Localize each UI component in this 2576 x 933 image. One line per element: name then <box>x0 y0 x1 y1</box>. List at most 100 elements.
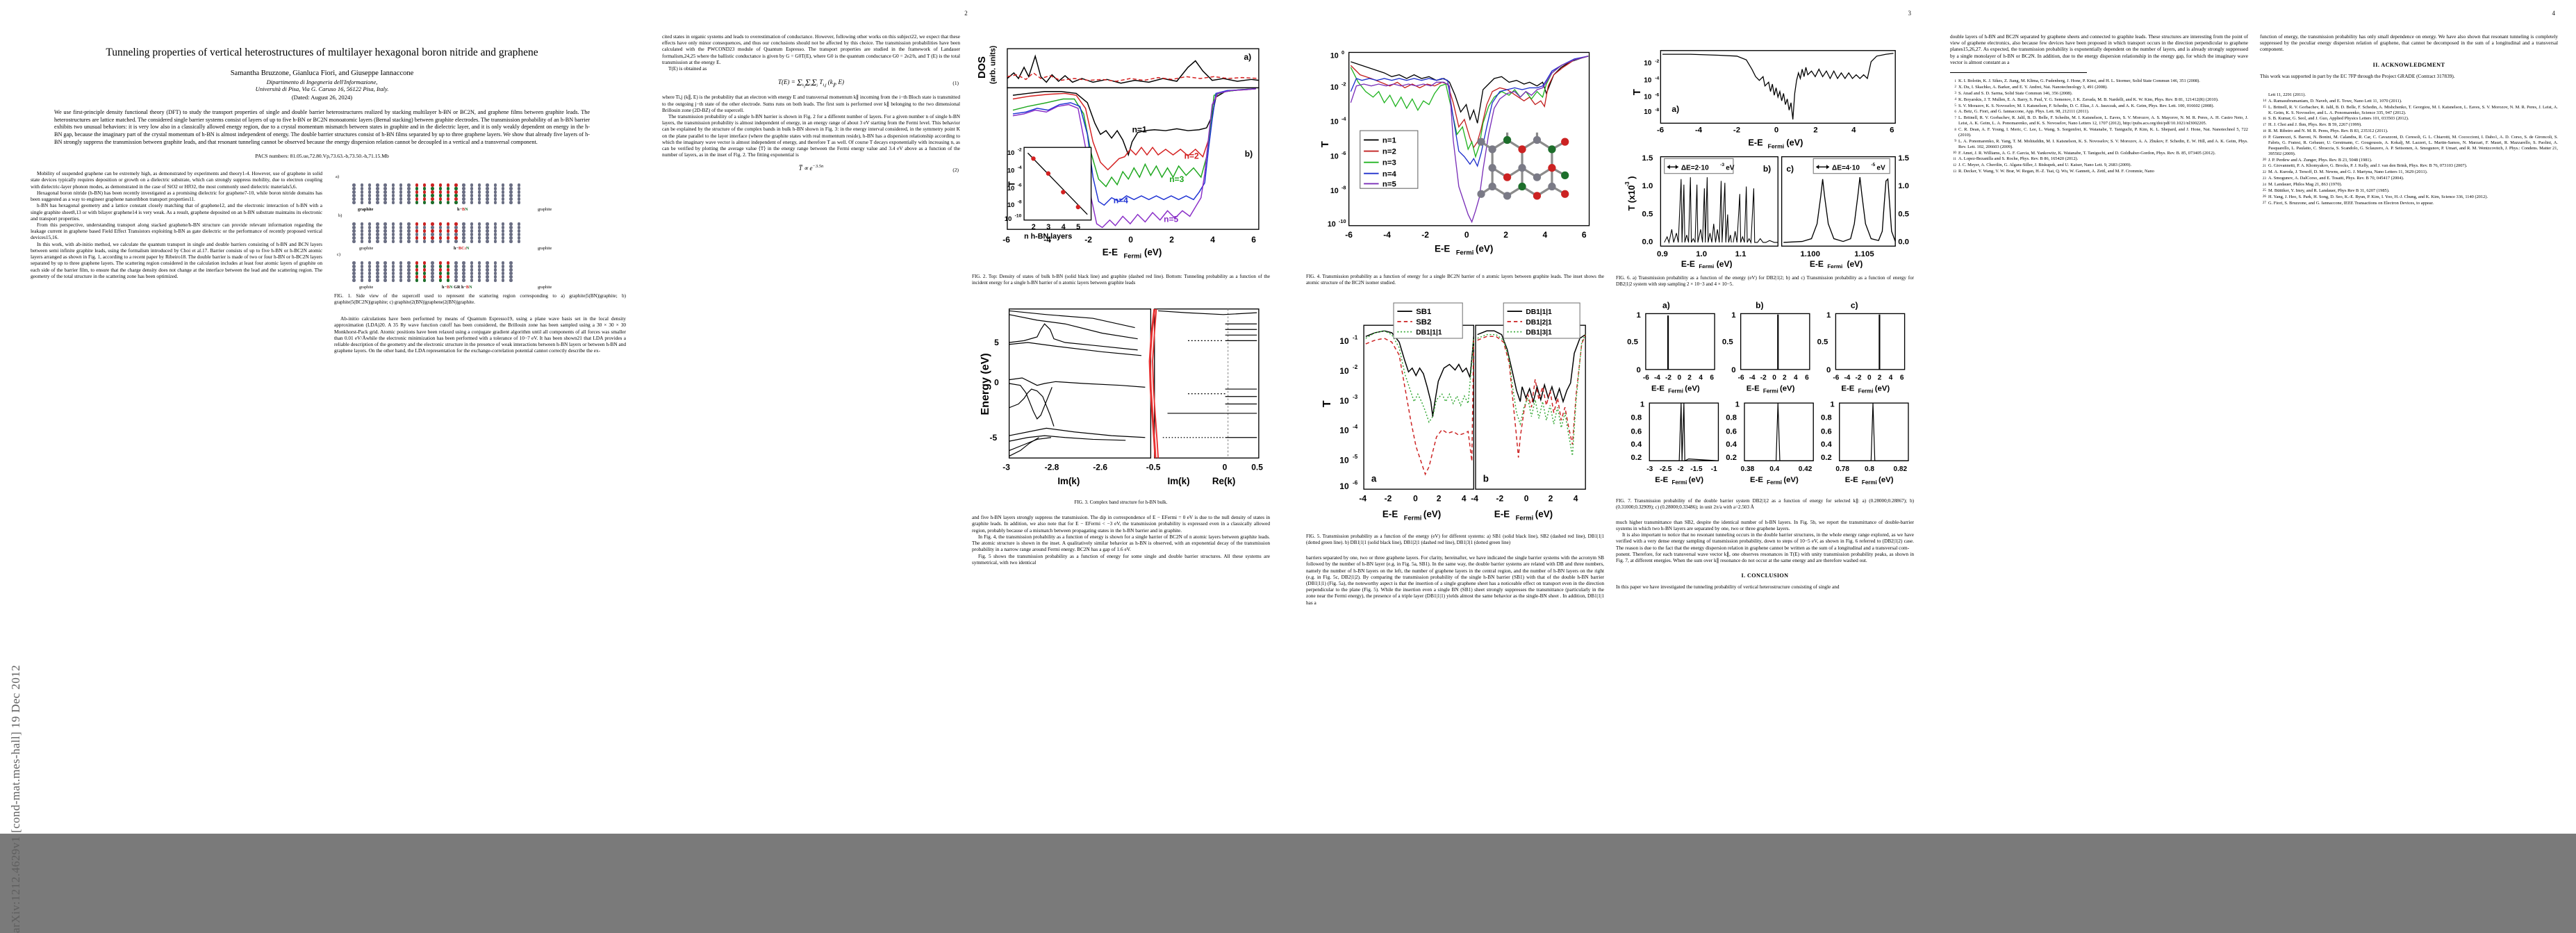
reference-item: 25 M. Büttiker, Y. Imry, and R. Landauer,… <box>2260 188 2558 194</box>
atom-gr <box>376 233 379 236</box>
page-2: 2 cited states in organic systems and le… <box>644 0 1288 834</box>
atom-column <box>352 261 356 283</box>
figure-5-legend-sb2: SB2 <box>1416 318 1431 327</box>
svg-text:-4: -4 <box>1844 374 1850 382</box>
figure-1-label-graphite-left: graphite <box>358 207 374 213</box>
atom-column <box>360 261 363 283</box>
atom-gr <box>501 272 505 275</box>
reference-item: 1 K. I. Bolotin, K. J. Sikes, Z. Jiang, M… <box>1950 79 2248 84</box>
atom-gr <box>501 275 505 279</box>
atom-gr <box>391 236 395 240</box>
atom-gr <box>454 268 458 272</box>
atom-column <box>368 261 372 283</box>
atom-n <box>422 201 427 204</box>
atom-column <box>454 222 458 244</box>
atom-b <box>422 197 427 201</box>
atom-gr <box>376 229 379 233</box>
atom-gr <box>486 194 489 197</box>
svg-text:-2: -2 <box>1421 230 1429 240</box>
svg-text:2: 2 <box>1783 374 1787 382</box>
svg-text:-5: -5 <box>1871 163 1875 167</box>
atom-gr <box>517 236 520 240</box>
atom-gr <box>391 226 395 229</box>
svg-text:4: 4 <box>1462 494 1467 504</box>
atom-gr <box>462 187 465 190</box>
svg-text:-6: -6 <box>1657 126 1664 135</box>
figure-6-panel-c-label: c) <box>1786 164 1794 174</box>
figure-7-panel-b-label: b) <box>1756 301 1763 311</box>
atom-gr <box>486 187 489 190</box>
atom-gr <box>376 275 379 279</box>
atom-n <box>422 265 427 268</box>
reference-number: 26 <box>2262 195 2266 199</box>
atom-gr <box>352 268 356 272</box>
svg-text:10: 10 <box>1007 201 1014 208</box>
atom-gr <box>407 187 411 190</box>
svg-text:10: 10 <box>1330 118 1339 126</box>
atom-gr <box>486 268 489 272</box>
atom-column <box>399 222 403 244</box>
atom-gr <box>486 183 489 187</box>
figure-4-inset-lattice <box>1477 132 1569 200</box>
svg-text:10: 10 <box>1007 185 1014 192</box>
svg-text:2: 2 <box>1687 374 1692 382</box>
svg-text:E-E: E-E <box>1655 476 1668 484</box>
atom-column <box>391 183 395 205</box>
svg-text:-3: -3 <box>1353 394 1358 400</box>
atom-b <box>446 190 450 194</box>
atom-gr <box>462 279 465 282</box>
atom-n <box>431 194 434 197</box>
reference-text: A. Ramasubramaniam, D. Naveh, and E. Tow… <box>2268 98 2402 104</box>
atom-gr <box>391 272 395 275</box>
svg-text:0.78: 0.78 <box>1835 465 1849 473</box>
atom-n <box>438 194 442 197</box>
atom-n <box>454 194 458 197</box>
paragraph: The transmission probability of a single… <box>662 113 960 158</box>
figure-2-curve-label-n3: n=3 <box>1169 174 1184 184</box>
atom-n <box>454 201 458 204</box>
atom-b <box>454 183 458 187</box>
atom-column <box>509 183 513 205</box>
atom-column <box>493 222 497 244</box>
atom-column <box>407 261 411 283</box>
atom-gr <box>407 275 411 279</box>
atom-column <box>446 261 450 283</box>
svg-text:E-E: E-E <box>1747 385 1760 393</box>
pacs-numbers: PACS numbers: 81.05.ue,72.80.Vp,73.63.-b… <box>255 153 389 160</box>
figure-6-xlabel-b: E-E <box>1681 259 1695 269</box>
svg-text:10: 10 <box>1007 149 1014 156</box>
figure-5-legend-db111: DB1|1|1 <box>1416 329 1442 337</box>
atom-gr <box>478 275 481 279</box>
atom-b <box>415 261 419 265</box>
atom-gr <box>493 197 497 201</box>
figure-2: DOS (arb. units) a) b) <box>972 38 1270 286</box>
atom-n <box>446 187 450 190</box>
svg-text:-4: -4 <box>1341 115 1346 122</box>
paragraph: In Fig. 4, the transmission probability … <box>972 533 1270 553</box>
svg-text:Fermi: Fermi <box>1763 388 1778 395</box>
svg-text:(eV): (eV) <box>1535 509 1553 519</box>
atom-gr <box>383 194 387 197</box>
atom-gr <box>486 265 489 268</box>
atom-gr <box>509 187 513 190</box>
atom-gr <box>501 201 505 204</box>
figure-5-legend-db111b: DB1|1|1 <box>1526 308 1552 316</box>
atom-column <box>462 261 465 283</box>
atom-gr <box>360 233 363 236</box>
svg-text:-3: -3 <box>1646 465 1653 473</box>
page-1-columns: Mobility of suspended graphene can be ex… <box>31 170 626 354</box>
atom-gr <box>509 229 513 233</box>
svg-text:Fermi: Fermi <box>1124 253 1142 260</box>
reference-text: G. Fiori, S. Bruzzone, and G. Iannaccone… <box>2268 200 2434 206</box>
atom-gr <box>360 275 363 279</box>
arxiv-stamp-text: arXiv:1212.4629v1 [cond-mat.mes-hall] 19… <box>9 665 22 933</box>
atom-column <box>438 261 442 283</box>
atom-gr <box>407 201 411 204</box>
equation-2-body: T̅ ∝ e−3.5n <box>798 163 824 172</box>
reference-item: 9 L. A. Ponomarenko, R. Yang, T. M. Mohiu… <box>1950 139 2248 150</box>
atom-gr <box>376 190 379 194</box>
affiliation-line-2: Università di Pisa, Via G. Caruso 16, 56… <box>255 85 389 93</box>
atom-gr <box>501 236 505 240</box>
svg-text:-6: -6 <box>1018 183 1022 188</box>
